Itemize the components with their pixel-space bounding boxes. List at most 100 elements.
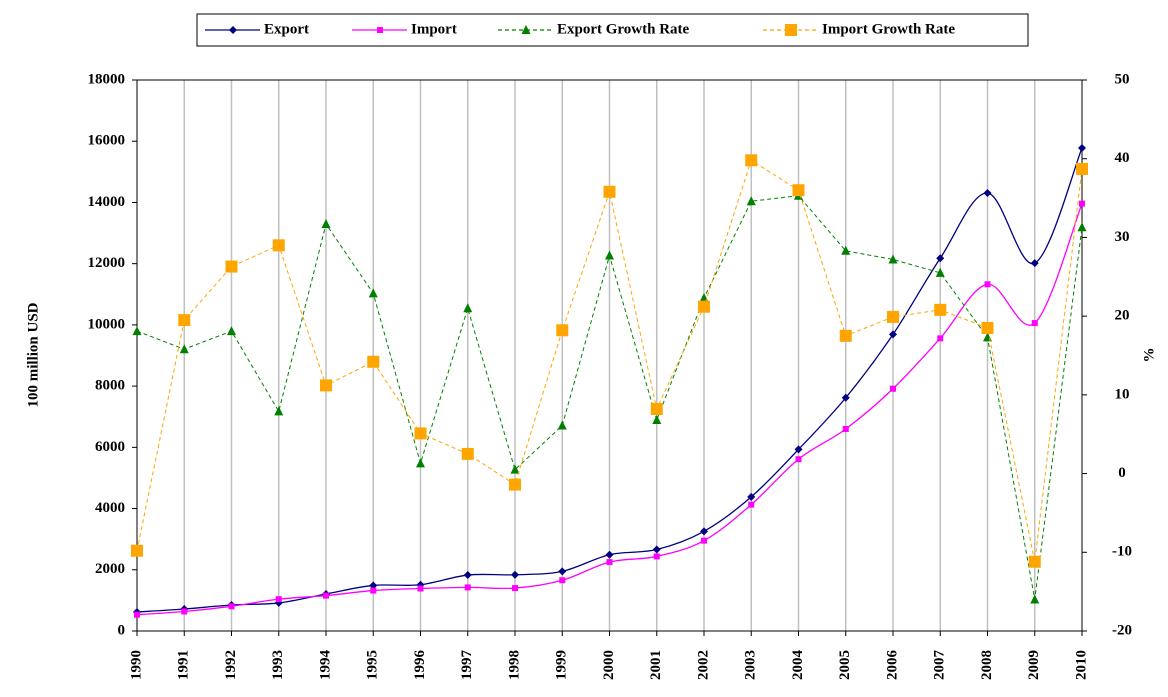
y2-tick-label: -10: [1112, 544, 1132, 560]
y-tick-label: 0: [118, 622, 126, 638]
marker: [839, 329, 852, 342]
marker: [699, 293, 709, 303]
x-tick-label: 1993: [270, 650, 286, 680]
marker: [888, 254, 898, 264]
marker: [605, 550, 614, 559]
plot-frame: [136, 79, 1083, 632]
marker: [1030, 259, 1039, 268]
x-tick-label: 1995: [365, 650, 381, 680]
marker: [1030, 594, 1040, 604]
marker: [701, 537, 707, 544]
marker: [510, 464, 520, 474]
marker: [321, 219, 331, 229]
marker: [606, 559, 613, 566]
marker: [748, 501, 755, 508]
legend-marker: [229, 26, 237, 34]
x-tick-label: 1996: [412, 650, 428, 681]
legend-marker: [521, 25, 531, 34]
marker: [1031, 320, 1038, 327]
marker: [1076, 162, 1088, 175]
y-tick-label: 18000: [88, 71, 126, 87]
series-line: [136, 203, 1083, 616]
marker: [603, 185, 616, 198]
marker: [323, 592, 329, 599]
marker: [937, 335, 944, 342]
marker: [653, 553, 660, 560]
marker: [416, 458, 425, 468]
marker: [984, 281, 991, 288]
x-tick-label: 2008: [979, 650, 995, 680]
marker: [983, 189, 992, 198]
marker: [698, 300, 710, 313]
marker: [134, 611, 140, 618]
marker: [370, 587, 377, 594]
x-tick-label: 2001: [648, 650, 664, 680]
marker: [227, 326, 236, 336]
x-tick-label: 1994: [317, 650, 333, 681]
marker: [512, 585, 518, 592]
marker: [463, 571, 472, 580]
marker: [559, 577, 566, 584]
marker: [368, 288, 378, 298]
marker: [181, 608, 188, 615]
marker: [131, 544, 143, 557]
marker: [605, 250, 614, 260]
marker: [1079, 200, 1085, 207]
x-tick-label: 2002: [695, 650, 711, 680]
marker: [981, 321, 994, 334]
legend-box: [196, 13, 1029, 47]
y2-tick-label: 30: [1115, 229, 1130, 245]
marker: [652, 415, 662, 425]
y-tick-label: 8000: [95, 378, 125, 394]
x-tick-label: 2000: [601, 650, 617, 680]
legend-label: Export Growth Rate: [557, 21, 690, 37]
marker: [461, 447, 474, 460]
y2-tick-label: 20: [1115, 308, 1130, 324]
marker: [414, 427, 427, 440]
marker: [556, 324, 569, 337]
marker: [936, 254, 945, 263]
legend-label: Export: [264, 21, 309, 37]
series-line: [136, 147, 1083, 613]
marker: [1078, 143, 1086, 152]
marker: [367, 355, 380, 368]
marker: [794, 445, 803, 454]
y-tick-label: 12000: [88, 255, 126, 271]
marker: [132, 326, 142, 336]
x-tick-label: 2009: [1026, 650, 1042, 680]
marker: [511, 570, 519, 579]
marker: [841, 245, 851, 255]
marker: [700, 527, 708, 536]
marker: [369, 581, 378, 590]
marker: [889, 330, 897, 339]
marker: [509, 478, 521, 491]
y-tick-label: 6000: [95, 439, 125, 455]
x-tick-label: 2010: [1073, 650, 1089, 680]
marker: [463, 303, 473, 313]
x-tick-label: 2006: [884, 650, 900, 681]
marker: [320, 379, 332, 392]
marker: [934, 303, 947, 316]
marker: [557, 420, 567, 430]
legend-label: Import: [411, 21, 457, 37]
legend-marker: [785, 24, 797, 36]
marker: [841, 393, 850, 402]
x-tick-label: 2007: [932, 650, 948, 681]
marker: [225, 260, 238, 273]
y-axis-label: 100 million USD: [25, 302, 41, 407]
y2-axis-label: %: [1141, 348, 1157, 363]
marker: [652, 545, 661, 554]
x-tick-label: 2003: [743, 650, 759, 680]
y-tick-label: 10000: [88, 316, 126, 332]
marker: [935, 267, 945, 277]
marker: [746, 196, 756, 206]
x-tick-label: 1991: [176, 650, 192, 680]
marker: [179, 344, 189, 354]
marker: [890, 385, 896, 392]
x-tick-label: 1990: [128, 650, 144, 680]
y-tick-label: 2000: [95, 561, 125, 577]
marker: [178, 314, 191, 327]
marker: [1028, 555, 1041, 568]
marker: [842, 425, 849, 432]
